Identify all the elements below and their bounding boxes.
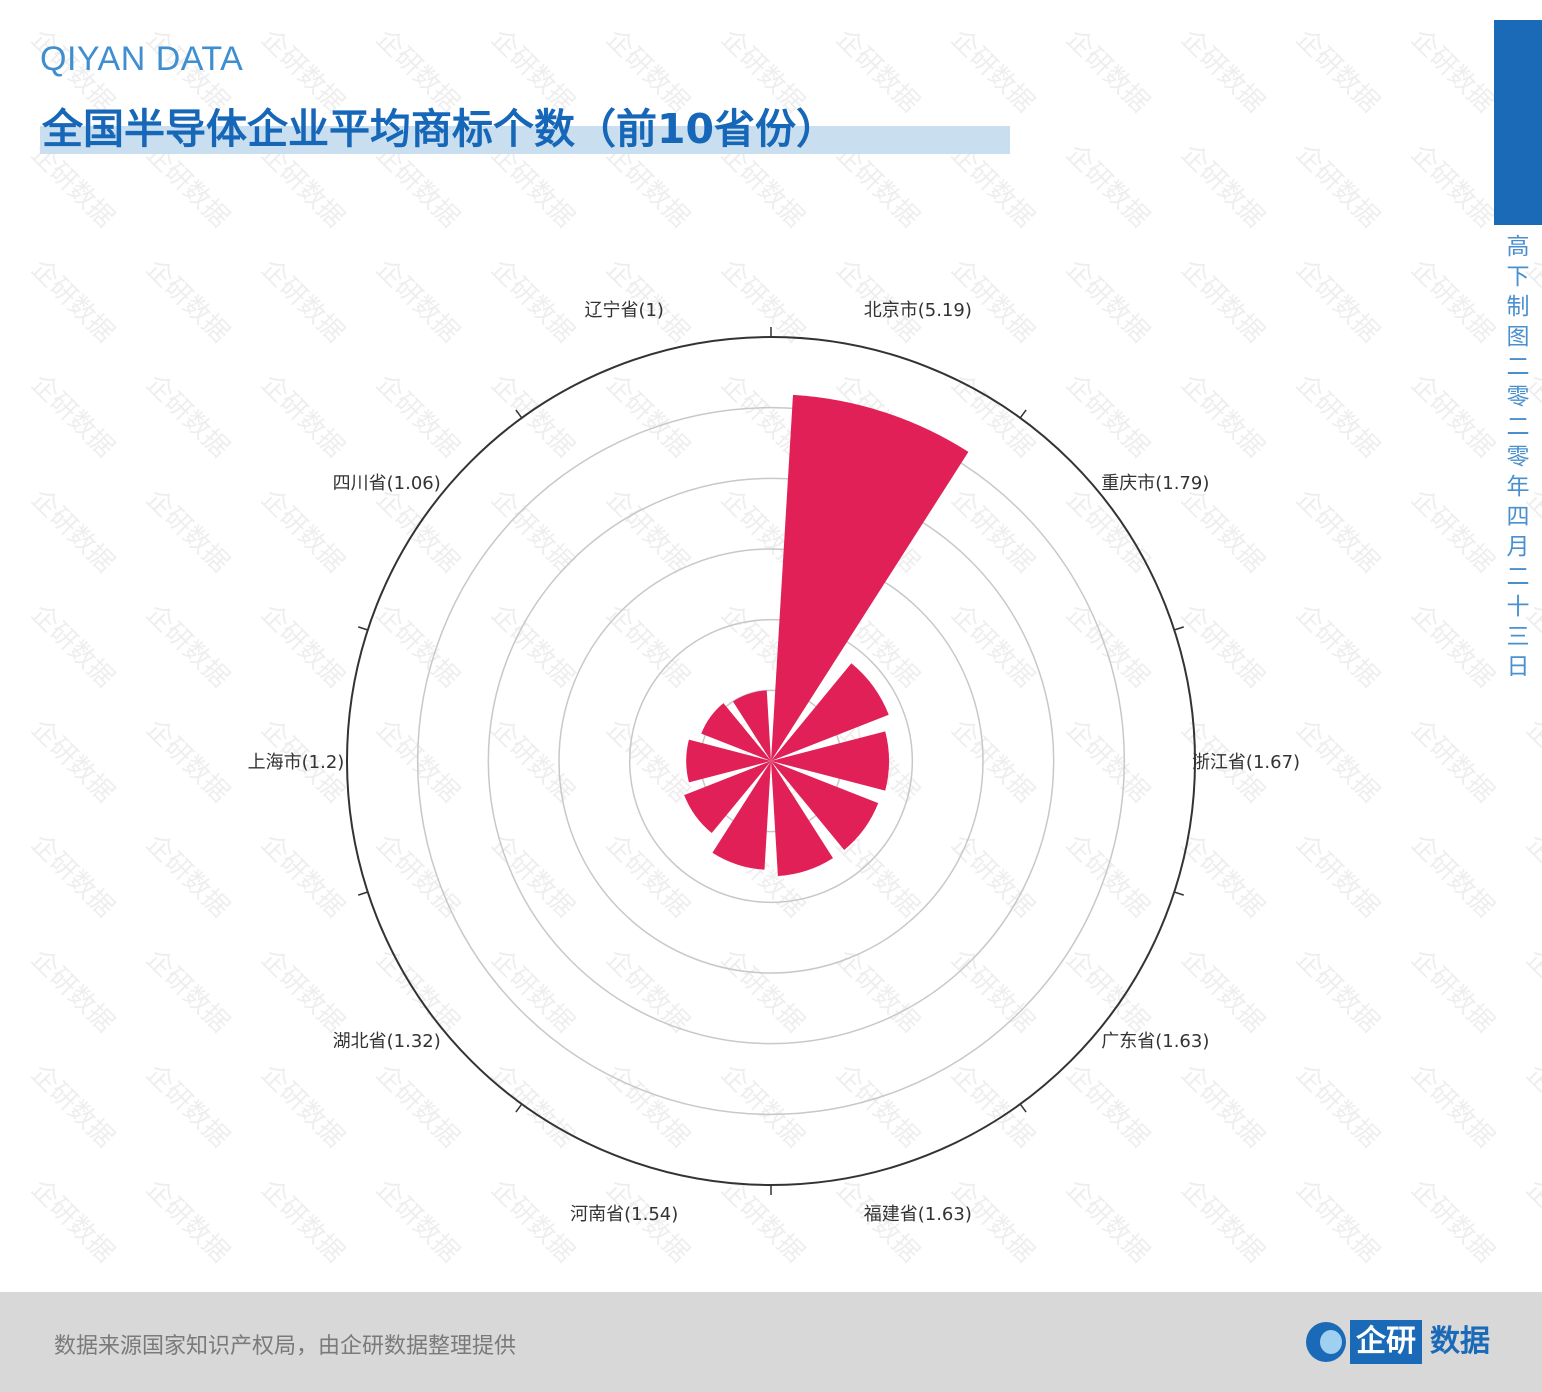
category-label: 河南省(1.54)	[570, 1204, 678, 1225]
bar-wedge	[686, 739, 771, 783]
grid-ring	[416, 406, 1126, 1116]
tick-mark	[1174, 626, 1184, 631]
tick-mark	[515, 409, 523, 419]
side-accent-bar	[1494, 20, 1542, 225]
chart-title: 全国半导体企业平均商标个数（前10省份）	[42, 105, 838, 153]
category-label: 上海市(1.2)	[248, 752, 345, 773]
bar-wedge	[771, 731, 890, 791]
bar-wedge	[701, 703, 771, 761]
tick-mark	[1174, 891, 1184, 896]
bar-wedge	[684, 761, 771, 834]
bar-wedge	[771, 761, 879, 850]
title-highlight	[40, 126, 1010, 154]
grid-ring	[558, 548, 984, 974]
bar-wedge	[771, 761, 833, 876]
tick-mark	[515, 1103, 523, 1113]
date-caption: 高下制图 二零二零年四月二十三日	[1506, 234, 1530, 680]
tick-mark	[1019, 409, 1027, 419]
category-label: 浙江省(1.67)	[1192, 752, 1300, 773]
category-label: 广东省(1.63)	[1101, 1031, 1209, 1052]
logo-box-text: 企研	[1350, 1320, 1422, 1364]
category-label: 四川省(1.06)	[333, 473, 441, 494]
brand-logo: 企研 数据	[1306, 1320, 1496, 1364]
bar-wedge	[771, 394, 969, 761]
bar-wedge	[732, 690, 771, 761]
tick-mark	[358, 626, 368, 631]
logo-mark-icon	[1306, 1322, 1346, 1362]
tick-mark	[358, 891, 368, 896]
bar-wedge	[771, 663, 889, 761]
grid-ring	[628, 618, 914, 904]
logo-text: 数据	[1430, 1324, 1490, 1359]
category-label: 重庆市(1.79)	[1101, 473, 1209, 494]
footer-band	[0, 1292, 1542, 1392]
tick-mark	[1019, 1103, 1027, 1113]
brand-label: QIYAN DATA	[40, 40, 244, 78]
category-label: 辽宁省(1)	[584, 300, 664, 321]
category-label: 福建省(1.63)	[864, 1204, 972, 1225]
title-block: 全国半导体企业平均商标个数（前10省份）	[40, 95, 1010, 155]
category-label: 湖北省(1.32)	[333, 1031, 441, 1052]
source-note: 数据来源国家知识产权局，由企研数据整理提供	[54, 1334, 517, 1359]
polar-bar-chart: 北京市(5.19) 重庆市(1.79) 浙江省(1.67) 广东省(1.63) 福建省(…	[248, 300, 1300, 1225]
category-label: 北京市(5.19)	[864, 300, 972, 321]
grid-ring	[487, 477, 1055, 1045]
bar-wedge	[712, 761, 771, 870]
